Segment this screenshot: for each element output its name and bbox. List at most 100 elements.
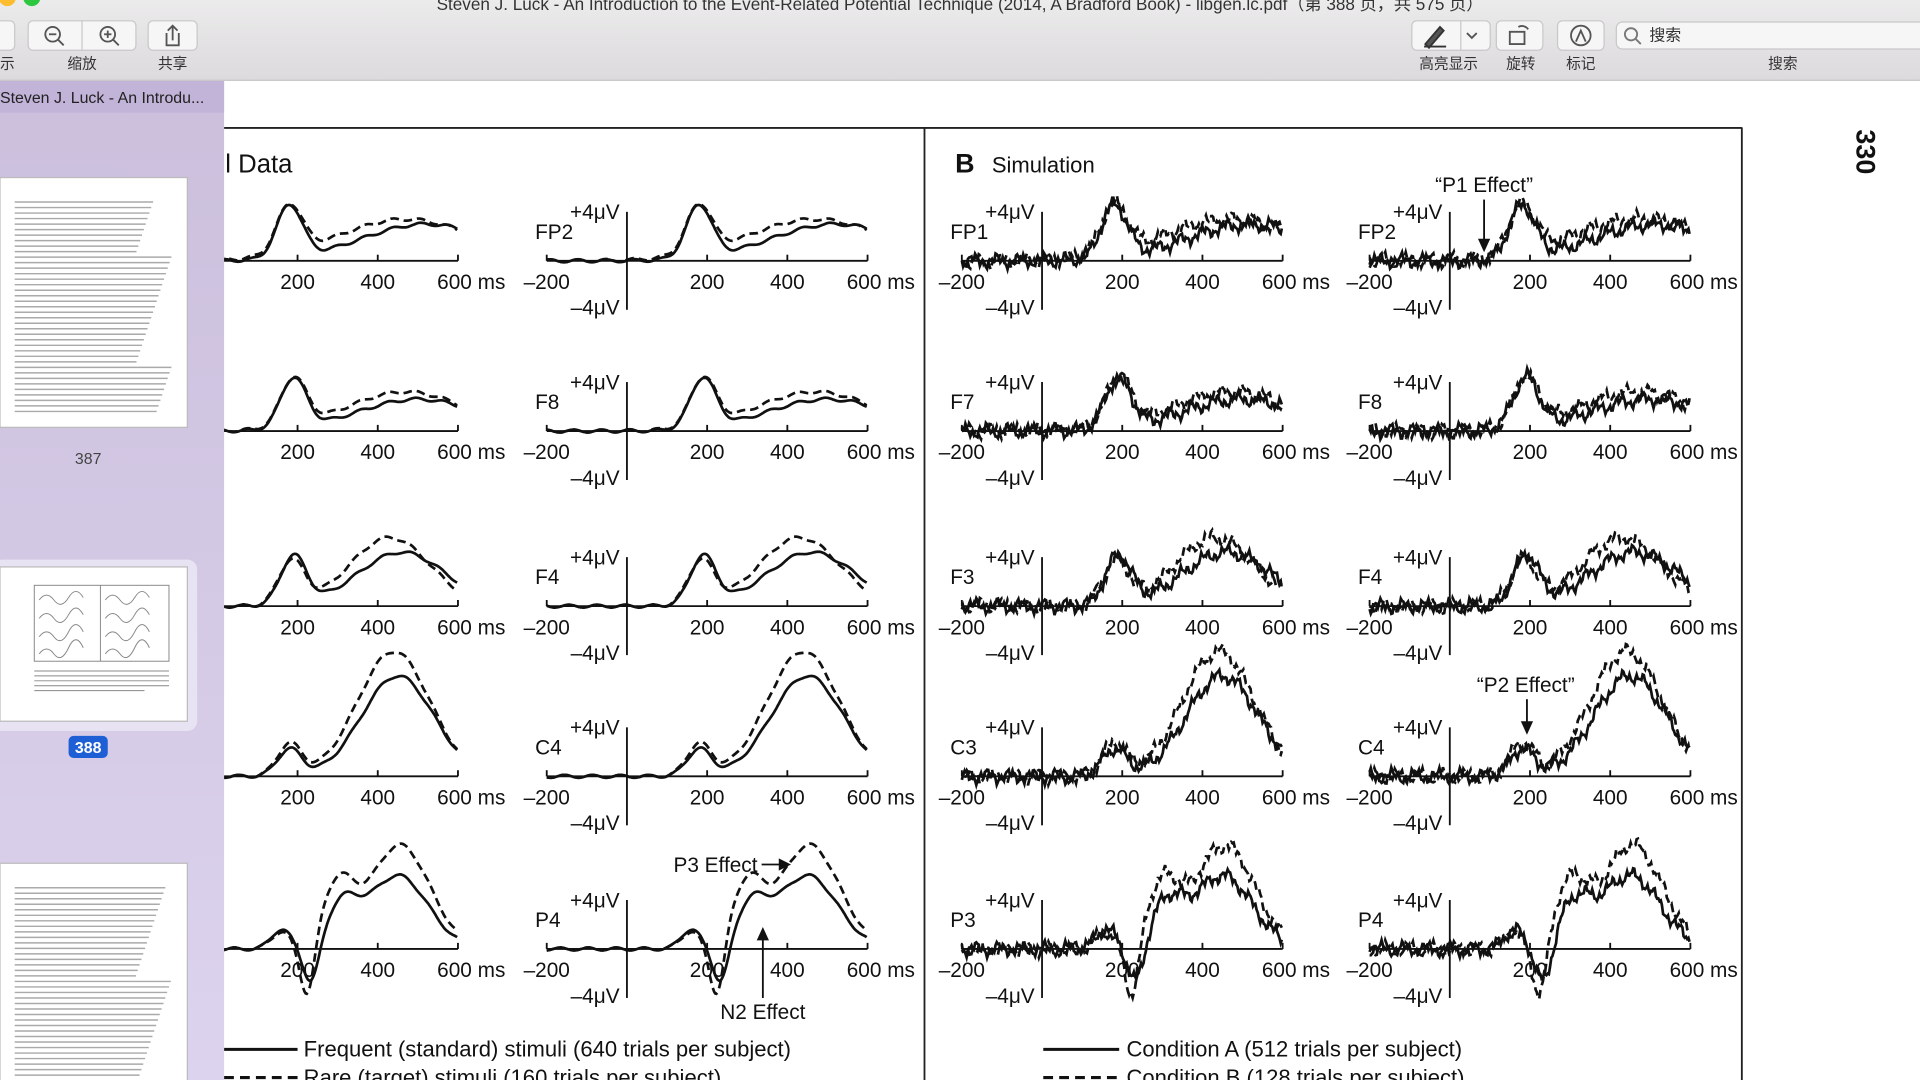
x-tick-label: 400 bbox=[360, 616, 395, 639]
x-tick-label: 600 ms bbox=[437, 616, 505, 639]
window-button[interactable] bbox=[23, 0, 41, 7]
toolbar: Steven J. Luck - An Introduction to the … bbox=[0, 0, 1920, 81]
y-tick-label: –4μV bbox=[1393, 642, 1442, 665]
waveform-solid bbox=[1368, 199, 1691, 273]
rotate-button[interactable] bbox=[1495, 20, 1544, 51]
thumbnail[interactable] bbox=[0, 566, 188, 722]
x-tick-label: 600 ms bbox=[1262, 959, 1330, 982]
rotate-icon bbox=[1508, 25, 1529, 45]
x-tick-label: –200 bbox=[939, 616, 985, 639]
y-tick-label: +4μV bbox=[1393, 717, 1443, 740]
x-tick-label: 200 bbox=[1105, 271, 1140, 294]
electrode-label: F4 bbox=[535, 566, 559, 589]
x-tick-label: 400 bbox=[1593, 959, 1628, 982]
waveform-dashed bbox=[961, 526, 1284, 619]
x-tick-label: –200 bbox=[1346, 786, 1392, 809]
x-tick-label: 200 bbox=[280, 441, 315, 464]
x-tick-label: –200 bbox=[524, 786, 570, 809]
x-tick-label: –200 bbox=[1346, 441, 1392, 464]
annotation-arrow bbox=[778, 858, 792, 871]
legend-label: Condition A (512 trials per subject) bbox=[1127, 1037, 1463, 1062]
y-tick-label: –4μV bbox=[571, 985, 620, 1008]
y-tick-label: +4μV bbox=[985, 371, 1035, 394]
x-tick-label: 400 bbox=[1185, 786, 1220, 809]
window-button[interactable] bbox=[0, 0, 16, 7]
highlight-button[interactable] bbox=[1411, 20, 1491, 51]
x-tick-label: 200 bbox=[1513, 271, 1548, 294]
x-tick-label: 600 ms bbox=[1670, 616, 1738, 639]
doc-title[interactable]: Steven J. Luck - An Introdu... bbox=[0, 90, 204, 107]
y-tick-label: +4μV bbox=[985, 717, 1035, 740]
x-tick-label: 400 bbox=[360, 271, 395, 294]
toolbar-button[interactable] bbox=[0, 20, 16, 51]
markup-button[interactable] bbox=[1556, 20, 1605, 51]
page-label: 387 bbox=[75, 451, 102, 468]
x-tick-label: 400 bbox=[360, 441, 395, 464]
y-tick-label: +4μV bbox=[570, 201, 620, 224]
panel-title: Simulation bbox=[992, 153, 1095, 178]
x-tick-label: 400 bbox=[1593, 441, 1628, 464]
x-tick-label: 200 bbox=[690, 441, 725, 464]
x-tick-label: 600 ms bbox=[1670, 959, 1738, 982]
x-tick-label: 600 ms bbox=[1262, 441, 1330, 464]
search-icon bbox=[1623, 27, 1639, 42]
waveform-dashed bbox=[546, 535, 868, 609]
x-tick-label: 200 bbox=[280, 271, 315, 294]
x-tick-label: –200 bbox=[524, 616, 570, 639]
toolbar-label: 旋转 bbox=[1506, 56, 1536, 73]
waveform-dashed bbox=[960, 839, 1284, 1003]
x-tick-label: 600 ms bbox=[437, 441, 505, 464]
annotation: “P2 Effect” bbox=[1477, 674, 1575, 697]
x-tick-label: 400 bbox=[1593, 616, 1628, 639]
waveform-dashed bbox=[1368, 195, 1691, 273]
zoom-icons bbox=[44, 26, 120, 46]
x-tick-label: 200 bbox=[1513, 786, 1548, 809]
thumbnail-text bbox=[14, 887, 171, 1076]
x-tick-label: 600 ms bbox=[1262, 271, 1330, 294]
x-tick-label: 400 bbox=[360, 786, 395, 809]
page-number: 330 bbox=[1850, 129, 1880, 174]
x-tick-label: 600 ms bbox=[437, 959, 505, 982]
y-tick-label: +4μV bbox=[570, 371, 620, 394]
x-tick-label: 400 bbox=[1185, 616, 1220, 639]
electrode-label: F4 bbox=[1358, 566, 1382, 589]
y-tick-label: –4μV bbox=[986, 812, 1035, 835]
y-tick-label: +4μV bbox=[1393, 546, 1443, 569]
toolbar-label: 高亮显示 bbox=[1419, 56, 1478, 73]
electrode-label: F3 bbox=[950, 566, 974, 589]
x-tick-label: 400 bbox=[770, 441, 805, 464]
x-tick-label: –200 bbox=[1346, 959, 1392, 982]
legend-label: Frequent (standard) stimuli (640 trials … bbox=[304, 1037, 791, 1062]
y-tick-label: +4μV bbox=[985, 546, 1035, 569]
search-field[interactable] bbox=[1615, 21, 1920, 50]
electrode-label: P4 bbox=[535, 909, 560, 932]
waveform-dashed bbox=[1368, 836, 1690, 1003]
y-tick-label: +4μV bbox=[985, 889, 1035, 912]
x-tick-label: 400 bbox=[1593, 271, 1628, 294]
markup-icon bbox=[1575, 28, 1587, 43]
electrode-label: FP2 bbox=[535, 221, 573, 244]
electrode-label: F7 bbox=[950, 391, 974, 414]
waveform-dashed bbox=[960, 370, 1284, 444]
x-tick-label: –200 bbox=[1346, 271, 1392, 294]
x-tick-label: 400 bbox=[1593, 786, 1628, 809]
panel-title: l Data bbox=[225, 151, 293, 179]
x-tick-label: 600 ms bbox=[1670, 786, 1738, 809]
x-tick-label: 400 bbox=[1185, 271, 1220, 294]
waveform-dashed bbox=[546, 202, 868, 264]
panel-letter: B bbox=[955, 149, 974, 179]
x-tick-label: 600 ms bbox=[437, 786, 505, 809]
x-tick-label: 600 ms bbox=[847, 441, 915, 464]
y-tick-label: +4μV bbox=[570, 546, 620, 569]
x-tick-label: 600 ms bbox=[847, 959, 915, 982]
electrode-label: C4 bbox=[535, 736, 562, 759]
electrode-label: F8 bbox=[535, 391, 559, 414]
waveform-dashed bbox=[1368, 366, 1691, 443]
sidebar-header bbox=[0, 80, 225, 113]
electrode-label: C4 bbox=[1358, 736, 1385, 759]
y-tick-label: –4μV bbox=[986, 642, 1035, 665]
electrode-label: FP2 bbox=[1358, 221, 1396, 244]
electrode-label: C3 bbox=[950, 736, 977, 759]
